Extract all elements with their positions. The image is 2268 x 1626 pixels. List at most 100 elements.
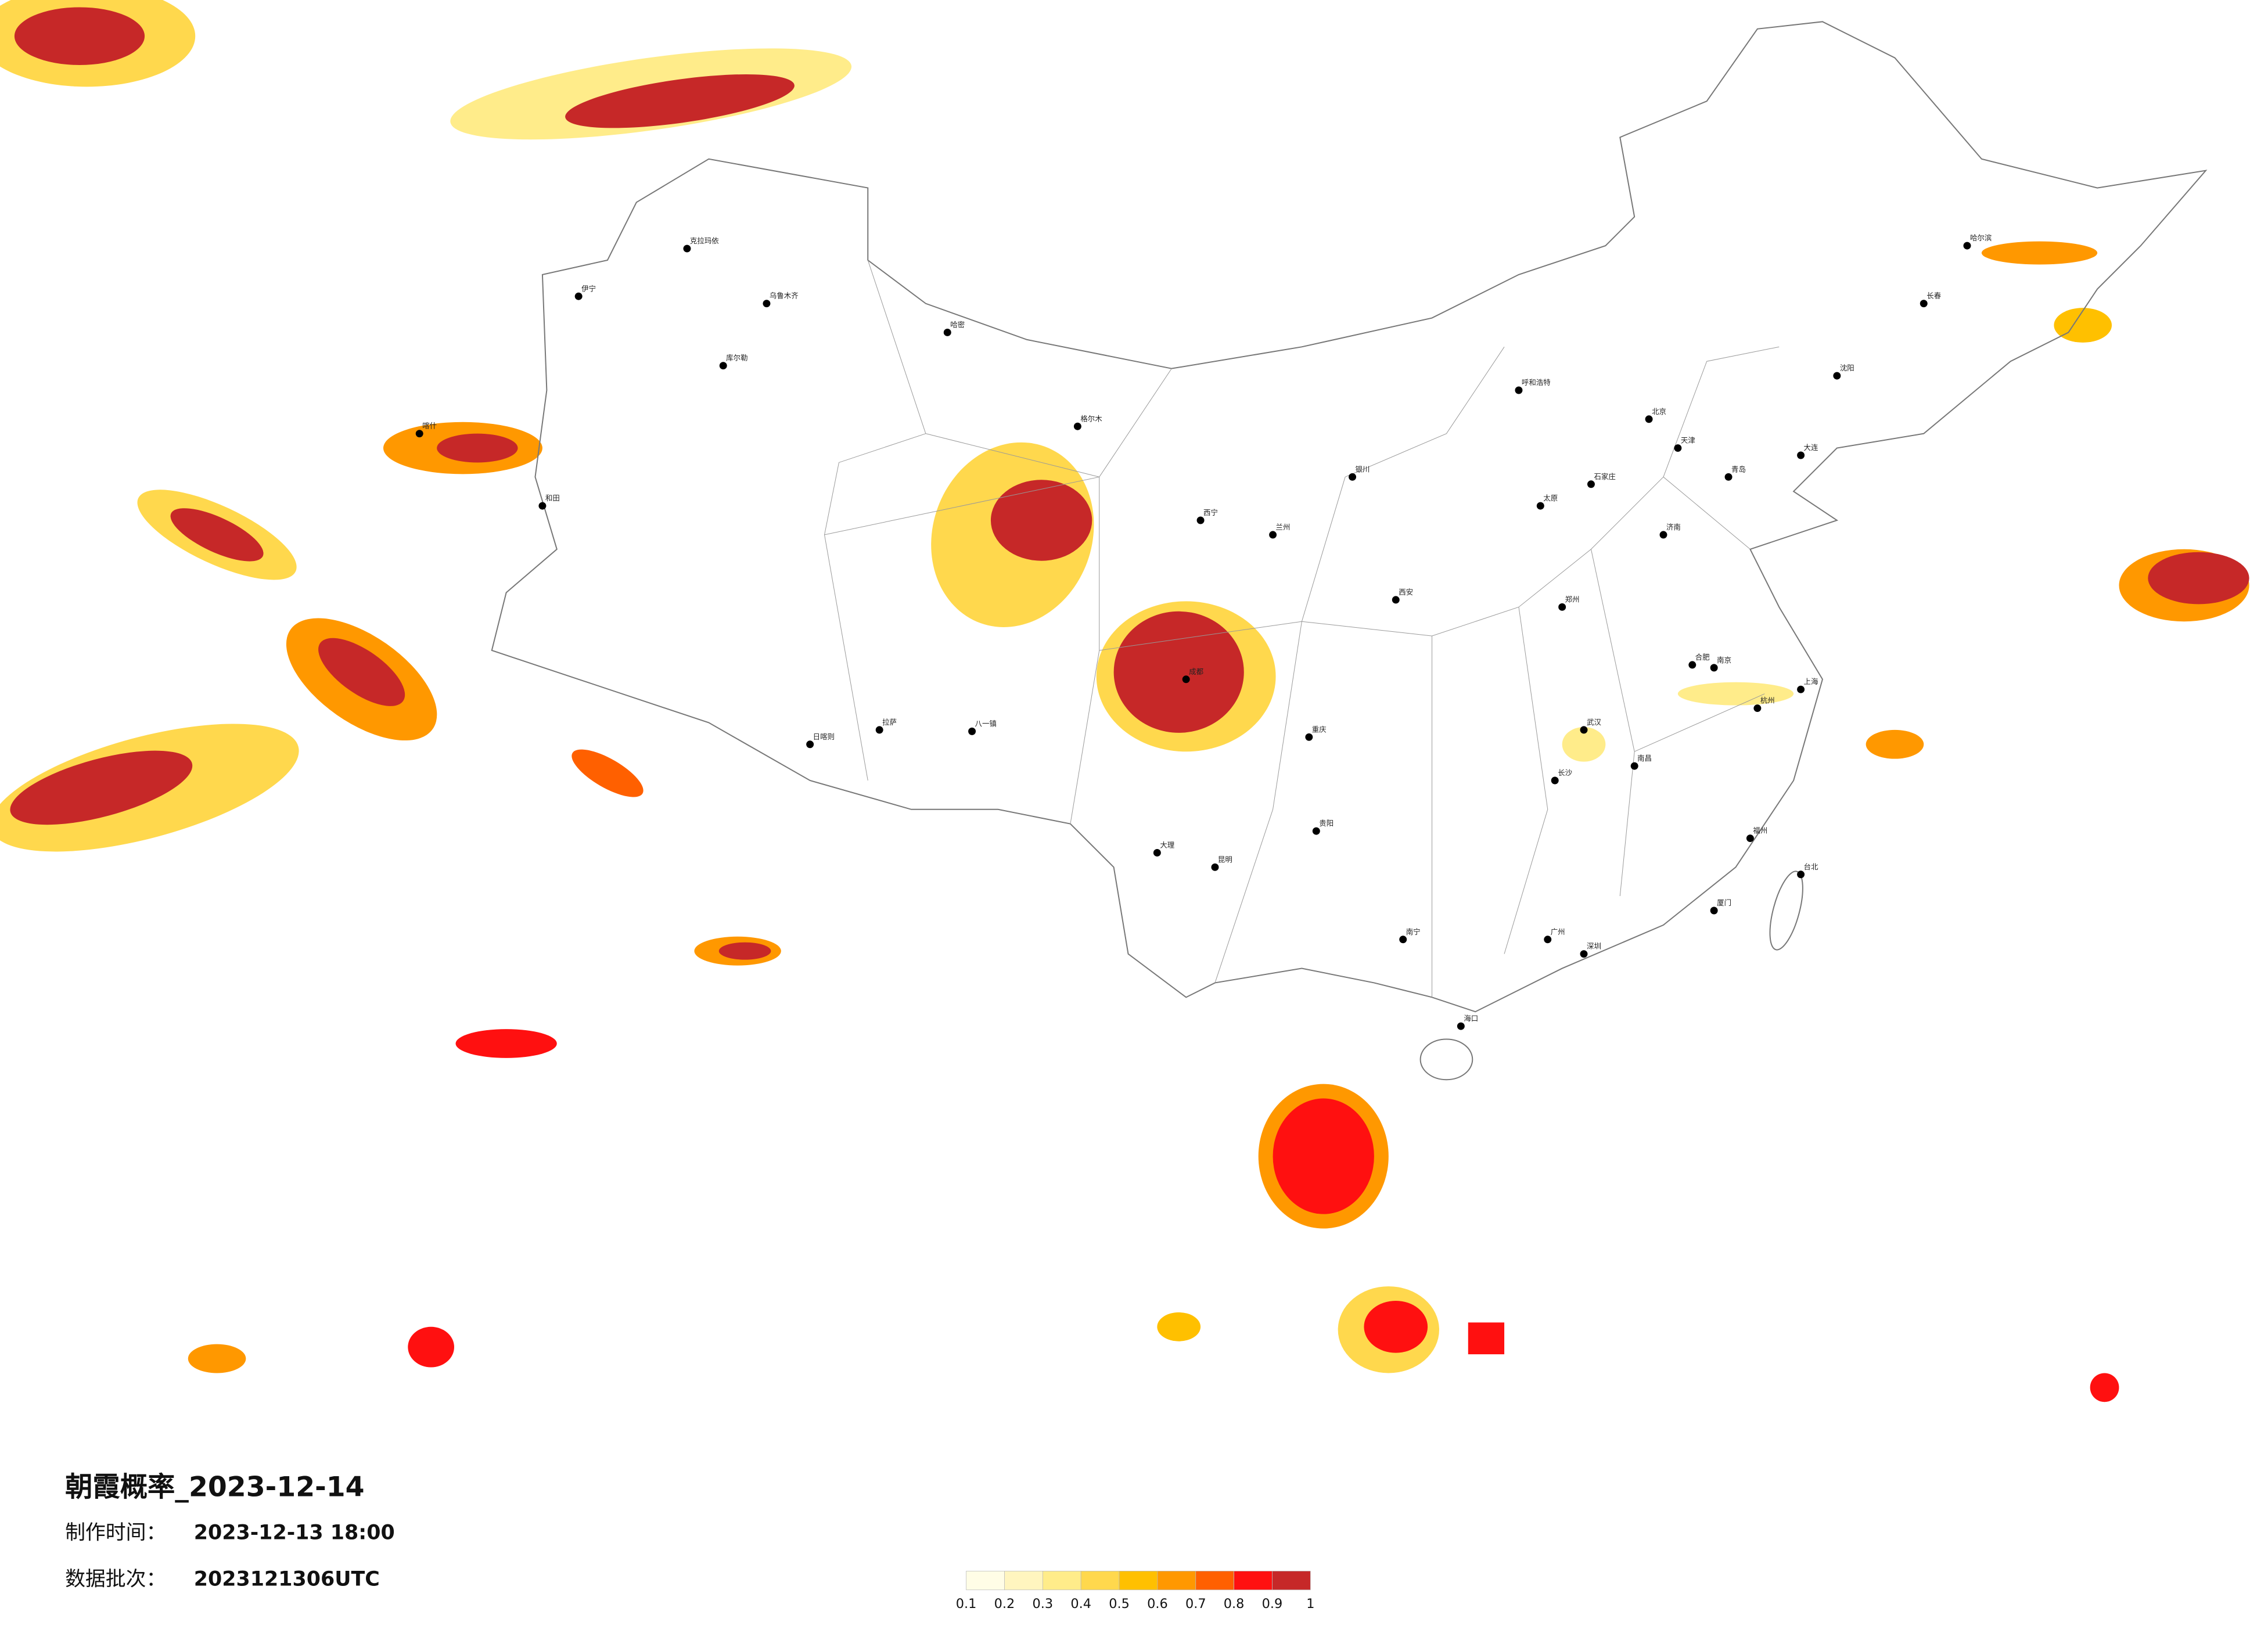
city-dot [1645, 415, 1653, 423]
city-dot [1515, 386, 1523, 394]
city-dot [1153, 848, 1161, 857]
city-dot [1833, 372, 1841, 380]
legend-tick-label: 0.4 [1070, 1596, 1091, 1611]
city-dot [1674, 444, 1682, 452]
info-value: 2023121306UTC [194, 1567, 380, 1591]
city-label: 西安 [1399, 588, 1413, 596]
city-dot [1963, 242, 1971, 250]
legend-swatch [1234, 1571, 1273, 1591]
city-dot [538, 502, 547, 510]
city-dot [1392, 596, 1400, 604]
city-dot [1558, 603, 1566, 611]
city-dot [1710, 906, 1718, 915]
city-label: 郑州 [1565, 595, 1580, 603]
legend-tick-label: 0.2 [994, 1596, 1015, 1611]
city-dot [1211, 863, 1219, 871]
city-dot [1797, 870, 1805, 879]
city-dot [1920, 300, 1928, 308]
legend-swatch [1080, 1571, 1120, 1591]
legend-swatch [1042, 1571, 1081, 1591]
city-label: 大连 [1804, 443, 1818, 452]
city-label: 台北 [1804, 862, 1818, 871]
city-label: 南昌 [1637, 754, 1652, 762]
city-label: 乌鲁木齐 [770, 292, 799, 300]
city-label: 呼和浩特 [1522, 378, 1551, 387]
city-dot [1580, 950, 1588, 958]
city-label: 库尔勒 [726, 354, 747, 362]
city-dot [1659, 531, 1667, 539]
city-dot [1580, 726, 1588, 734]
city-label: 西宁 [1203, 508, 1218, 517]
city-label: 太原 [1543, 494, 1558, 502]
city-dot [806, 740, 814, 749]
city-dot [1797, 685, 1805, 693]
city-label: 大理 [1160, 841, 1174, 850]
legend: 0.1 0.2 0.3 0.4 0.5 0.6 0.7 0.8 0.9 1 [956, 1571, 1314, 1611]
city-label: 重庆 [1312, 725, 1327, 733]
heat-layer [0, 0, 2249, 1402]
city-label: 青岛 [1731, 465, 1746, 473]
city-label: 拉萨 [882, 718, 897, 726]
city-dot [1753, 704, 1762, 713]
city-dot [1544, 936, 1552, 944]
legend-tick-label: 0.7 [1185, 1596, 1206, 1611]
legend-swatch [1004, 1571, 1043, 1591]
city-label: 银川 [1356, 465, 1370, 473]
city-label: 日喀则 [813, 732, 835, 741]
city-label: 伊宁 [581, 284, 596, 293]
city-dot [1196, 516, 1205, 524]
city-dot [683, 244, 691, 253]
city-label: 上海 [1804, 677, 1818, 686]
city-label: 和田 [545, 494, 560, 502]
city-dot [943, 328, 951, 336]
city-dot [1182, 675, 1190, 684]
city-label: 昆明 [1218, 855, 1232, 864]
city-dot [574, 292, 583, 300]
city-label: 武汉 [1587, 718, 1601, 726]
city-label: 济南 [1666, 523, 1681, 531]
city-label: 喀什 [422, 422, 437, 430]
city-label: 福州 [1753, 826, 1767, 835]
city-dot [1312, 827, 1320, 835]
city-label: 长沙 [1558, 768, 1572, 777]
city-label: 深圳 [1587, 942, 1601, 951]
legend-tick-label: 1 [1306, 1596, 1314, 1611]
city-label: 哈密 [950, 321, 965, 329]
city-label: 沈阳 [1840, 364, 1854, 372]
city-label: 兰州 [1276, 523, 1291, 531]
info-value: 2023-12-13 18:00 [194, 1521, 395, 1545]
city-label: 成都 [1189, 667, 1203, 676]
city-label: 北京 [1652, 407, 1666, 416]
info-label: 数据批次： [65, 1567, 166, 1591]
city-dot [875, 726, 883, 734]
city-label: 克拉玛依 [690, 236, 719, 245]
legend-tick-label: 0.6 [1147, 1596, 1168, 1611]
legend-tick-label: 0.1 [956, 1596, 977, 1611]
city-label: 长春 [1926, 292, 1941, 300]
city-label: 海口 [1464, 1014, 1478, 1023]
info-label: 制作时间： [65, 1521, 166, 1545]
borders [491, 21, 2208, 1081]
city-dot [1073, 422, 1081, 430]
legend-tick-label: 0.3 [1033, 1596, 1054, 1611]
map-title: 朝霞概率_2023-12-14 [65, 1472, 365, 1503]
city-dot [763, 300, 771, 308]
city-dot [1688, 661, 1696, 669]
city-label: 杭州 [1760, 696, 1775, 705]
city-dot [1724, 473, 1733, 481]
city-dot [968, 727, 976, 735]
city-label: 南京 [1717, 656, 1731, 664]
city-dot [1349, 473, 1357, 481]
city-dot [1587, 480, 1595, 488]
city-label: 格尔木 [1080, 414, 1102, 423]
city-label: 贵阳 [1319, 819, 1334, 828]
city-dot [1710, 664, 1718, 672]
city-dot [1269, 531, 1277, 539]
city-label: 合肥 [1695, 653, 1710, 661]
city-label: 哈尔滨 [1970, 233, 1992, 242]
city-dot [1399, 936, 1407, 944]
city-label: 厦门 [1717, 898, 1731, 907]
